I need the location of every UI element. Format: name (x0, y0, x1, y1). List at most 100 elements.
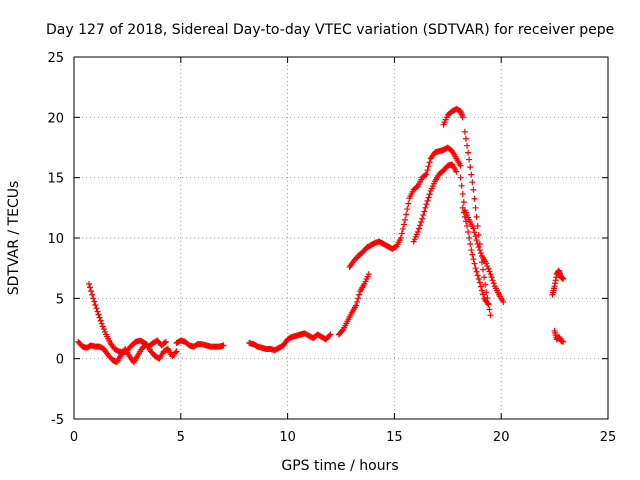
x-tick-label: 0 (70, 430, 78, 445)
y-tick-label: 0 (56, 353, 64, 368)
data-point (477, 283, 484, 290)
data-marks (75, 105, 567, 366)
series-evening-decay-2 (457, 174, 507, 305)
data-point (99, 323, 106, 330)
series-peak (440, 105, 466, 128)
data-point (425, 163, 432, 170)
y-axis-title: SDTVAR / TECUs (6, 181, 22, 296)
y-tick-label: -5 (51, 413, 64, 428)
data-point (90, 295, 97, 302)
data-point (417, 222, 424, 229)
grid-lines (74, 57, 608, 419)
data-point (87, 284, 94, 291)
data-point (422, 204, 429, 211)
data-point (484, 263, 491, 270)
data-point (402, 216, 409, 223)
chart-title: Day 127 of 2018, Sidereal Day-to-day VTE… (46, 22, 614, 38)
data-point (476, 279, 483, 286)
data-point (469, 251, 476, 258)
data-point (485, 265, 492, 272)
data-point (478, 287, 485, 294)
series-afternoon-rise (335, 271, 372, 338)
data-point (483, 260, 490, 267)
data-point (487, 271, 494, 278)
data-point (419, 215, 426, 222)
data-point (464, 222, 471, 229)
data-point (461, 213, 468, 220)
data-point (401, 221, 408, 228)
x-tick-label: 20 (493, 430, 510, 445)
data-point (93, 305, 100, 312)
data-point (471, 229, 478, 236)
data-point (459, 114, 466, 121)
data-point (426, 191, 433, 198)
data-point (462, 135, 469, 142)
data-point (326, 332, 333, 339)
data-point (327, 331, 334, 338)
data-point (172, 349, 179, 356)
axis-ticks (73, 56, 609, 420)
x-tick-labels: 0 5 10 15 20 25 (70, 430, 616, 445)
data-point (472, 265, 479, 272)
data-point (356, 291, 363, 298)
data-point (354, 298, 361, 305)
data-point (365, 271, 372, 278)
data-point (467, 164, 474, 171)
data-point (476, 247, 483, 254)
data-point (403, 211, 410, 218)
data-point (468, 171, 475, 178)
data-point (470, 225, 477, 232)
data-point (85, 280, 92, 287)
data-point (490, 280, 497, 287)
data-point (475, 231, 482, 238)
data-point (100, 326, 107, 333)
data-point (459, 190, 466, 197)
data-point (480, 266, 487, 273)
series-upper-branch (346, 144, 464, 270)
data-point (94, 308, 101, 315)
data-point (488, 274, 495, 281)
data-point (472, 204, 479, 211)
data-point (469, 179, 476, 186)
data-point (95, 311, 102, 318)
data-point (460, 209, 467, 216)
data-point (421, 208, 428, 215)
series-evening-decay-3 (459, 204, 492, 308)
data-point (425, 194, 432, 201)
data-point (161, 339, 168, 346)
data-point (398, 230, 405, 237)
data-point (422, 171, 429, 178)
data-point (474, 222, 481, 229)
series-late-low (551, 327, 567, 345)
data-point (466, 235, 473, 241)
data-point (560, 338, 567, 345)
data-point (471, 195, 478, 202)
x-tick-label: 15 (386, 430, 403, 445)
data-point (89, 291, 96, 298)
y-tick-label: 25 (47, 51, 64, 66)
data-point (97, 317, 104, 324)
data-point (486, 306, 493, 313)
data-point (461, 128, 468, 135)
data-point (485, 301, 492, 308)
data-point (423, 171, 430, 178)
data-point (475, 244, 482, 251)
data-point (420, 212, 427, 219)
data-point (466, 156, 473, 163)
data-point (355, 295, 362, 302)
x-tick-label: 25 (600, 430, 617, 445)
data-point (415, 225, 422, 232)
data-point (477, 250, 484, 257)
data-point (96, 314, 103, 321)
data-point (468, 247, 475, 254)
data-point (465, 228, 472, 235)
series-morning-flat (173, 337, 227, 350)
data-point (458, 182, 465, 189)
data-point (426, 159, 433, 166)
data-point (560, 276, 567, 283)
data-point (88, 288, 95, 295)
data-point (482, 281, 489, 288)
data-point (464, 142, 471, 149)
series-evening-decay-1 (461, 128, 494, 319)
